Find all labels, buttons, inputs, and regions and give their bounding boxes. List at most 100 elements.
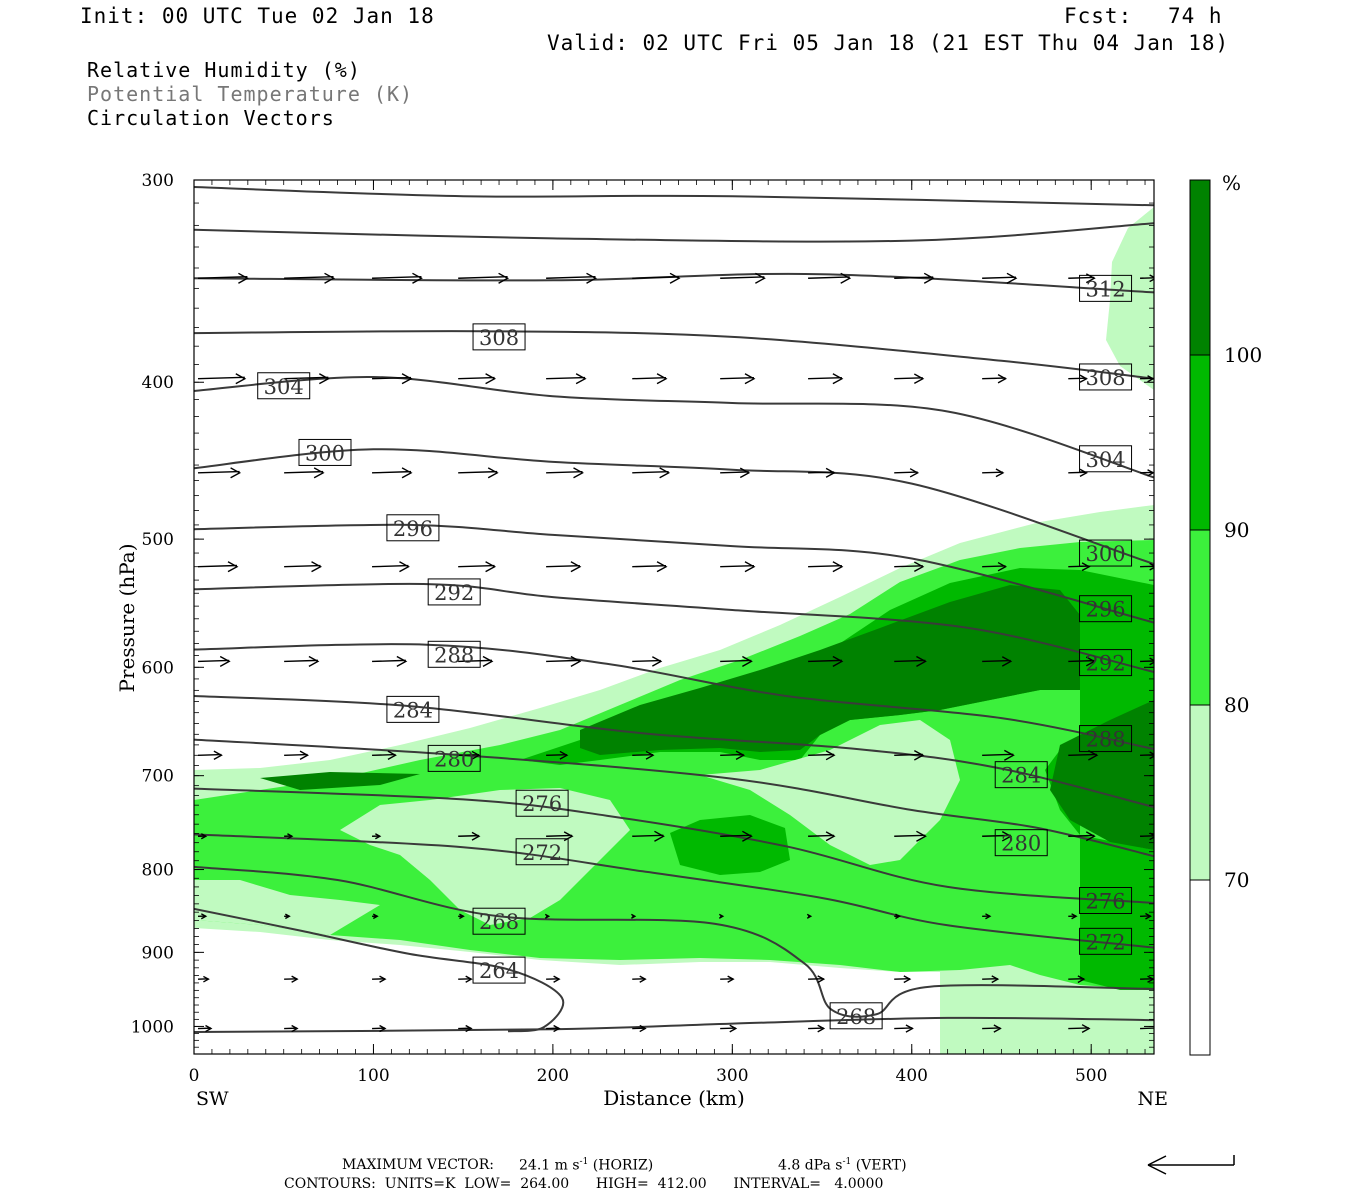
x-tick-label: 400: [896, 1066, 928, 1086]
circulation-vector: [632, 373, 668, 385]
circulation-vector: [982, 272, 1018, 284]
svg-text:304: 304: [1086, 448, 1126, 472]
theta-label: 276: [1079, 886, 1133, 914]
circulation-vector: [720, 272, 766, 284]
y-tick-label: 800: [142, 861, 174, 881]
theta-label: 268: [472, 907, 526, 935]
max-vector-horiz: 24.1 m s-1 (HORIZ): [519, 1157, 654, 1174]
circulation-vector: [1068, 913, 1078, 920]
x-axis-title: Distance (km): [603, 1086, 745, 1110]
y-tick-label: 400: [142, 373, 174, 393]
circulation-vector: [808, 975, 826, 984]
circulation-vector: [1140, 469, 1154, 477]
circulation-vector: [632, 750, 655, 760]
theta-contour-line: [194, 523, 1154, 624]
circulation-vector: [982, 1024, 1002, 1033]
x-tick-label: 0: [189, 1066, 200, 1086]
rh-shade-100: [260, 585, 1154, 850]
x-tick-label: 100: [357, 1066, 389, 1086]
theta-label: 304: [257, 372, 311, 400]
theta-contour-line: [194, 186, 1154, 207]
theta-label: 272: [1079, 927, 1133, 955]
circulation-vector: [632, 467, 671, 479]
circulation-vector: [1140, 274, 1154, 283]
circulation-vector: [372, 373, 413, 385]
circulation-vector: [284, 561, 322, 573]
circulation-vector: [982, 749, 1015, 761]
circulation-vector: [632, 975, 647, 983]
circulation-vector: [372, 975, 387, 983]
svg-text:292: 292: [434, 581, 474, 605]
svg-text:300: 300: [305, 441, 345, 465]
circulation-vector: [982, 830, 1013, 842]
circulation-vector: [372, 655, 408, 667]
y-tick-label: 900: [142, 943, 174, 963]
theta-contour-line: [194, 695, 1154, 809]
circulation-vector: [1068, 975, 1086, 984]
theta-contour-line: [194, 833, 1154, 949]
svg-text:288: 288: [1086, 728, 1126, 752]
y-tick-label: 300: [142, 171, 174, 191]
svg-text:276: 276: [522, 792, 562, 816]
circulation-vector: [458, 750, 481, 760]
circulation-vector: [632, 272, 681, 284]
circulation-vector: [1068, 831, 1096, 842]
circulation-vector: [372, 561, 410, 573]
circulation-vector: [632, 561, 668, 573]
circulation-vector: [632, 1024, 647, 1033]
circulation-vector: [894, 655, 927, 667]
forecast-label: Fcst:: [1064, 4, 1133, 28]
circulation-vector: [372, 833, 382, 840]
circulation-vector: [284, 373, 330, 385]
circulation-vector: [982, 561, 1008, 572]
circulation-vector: [284, 975, 299, 983]
circulation-vector: [894, 1024, 914, 1033]
theta-label: 296: [1079, 595, 1133, 623]
circulation-vector: [808, 750, 836, 761]
circulation-vector: [808, 1024, 826, 1033]
y-tick-label: 600: [142, 658, 174, 678]
circulation-vector: [372, 272, 423, 284]
circulation-vector: [546, 1024, 561, 1033]
x-tick-label: 300: [716, 1066, 748, 1086]
theta-contour-line: [194, 448, 1154, 565]
x-tick-label: 200: [537, 1066, 569, 1086]
circulation-vector: [1140, 375, 1154, 383]
circulation-vector: [372, 913, 379, 920]
theta-label: 312: [1079, 274, 1133, 302]
theta-label: 284: [386, 695, 440, 723]
circulation-vector: [372, 467, 413, 479]
circulation-vector: [894, 830, 927, 842]
svg-text:308: 308: [479, 326, 519, 350]
svg-text:288: 288: [434, 643, 474, 667]
field-rh-label: Relative Humidity (%): [87, 58, 361, 82]
circulation-vector: [284, 913, 291, 920]
circulation-vector: [720, 373, 756, 385]
circulation-vectors: [197, 272, 1154, 1033]
circulation-vector: [372, 1024, 387, 1033]
circulation-vector: [458, 561, 497, 573]
circulation-vector: [284, 467, 325, 479]
rh-shade-70-patch: [194, 720, 960, 935]
svg-text:296: 296: [1086, 598, 1126, 622]
circulation-vector: [546, 975, 561, 983]
theta-label: 276: [515, 789, 569, 817]
circulation-vector: [197, 1024, 213, 1033]
colorbar-unit: %: [1222, 171, 1241, 195]
reference-vector-arrow: [1147, 1155, 1235, 1175]
theta-contour-line: [194, 787, 1154, 904]
theta-label: 300: [1079, 539, 1133, 567]
theta-label: 292: [427, 578, 481, 606]
circulation-vector: [458, 831, 481, 841]
svg-text:272: 272: [522, 841, 562, 865]
circulation-vector: [982, 468, 1005, 478]
rh-shading: [194, 207, 1154, 1054]
circulation-vector: [720, 750, 746, 761]
svg-text:284: 284: [393, 698, 433, 722]
theta-label: 292: [1079, 649, 1133, 677]
theta-contour-line: [194, 1016, 1154, 1033]
circulation-vector: [458, 467, 499, 479]
endpoint-sw: SW: [196, 1088, 229, 1110]
endpoint-ne: NE: [1138, 1088, 1169, 1110]
